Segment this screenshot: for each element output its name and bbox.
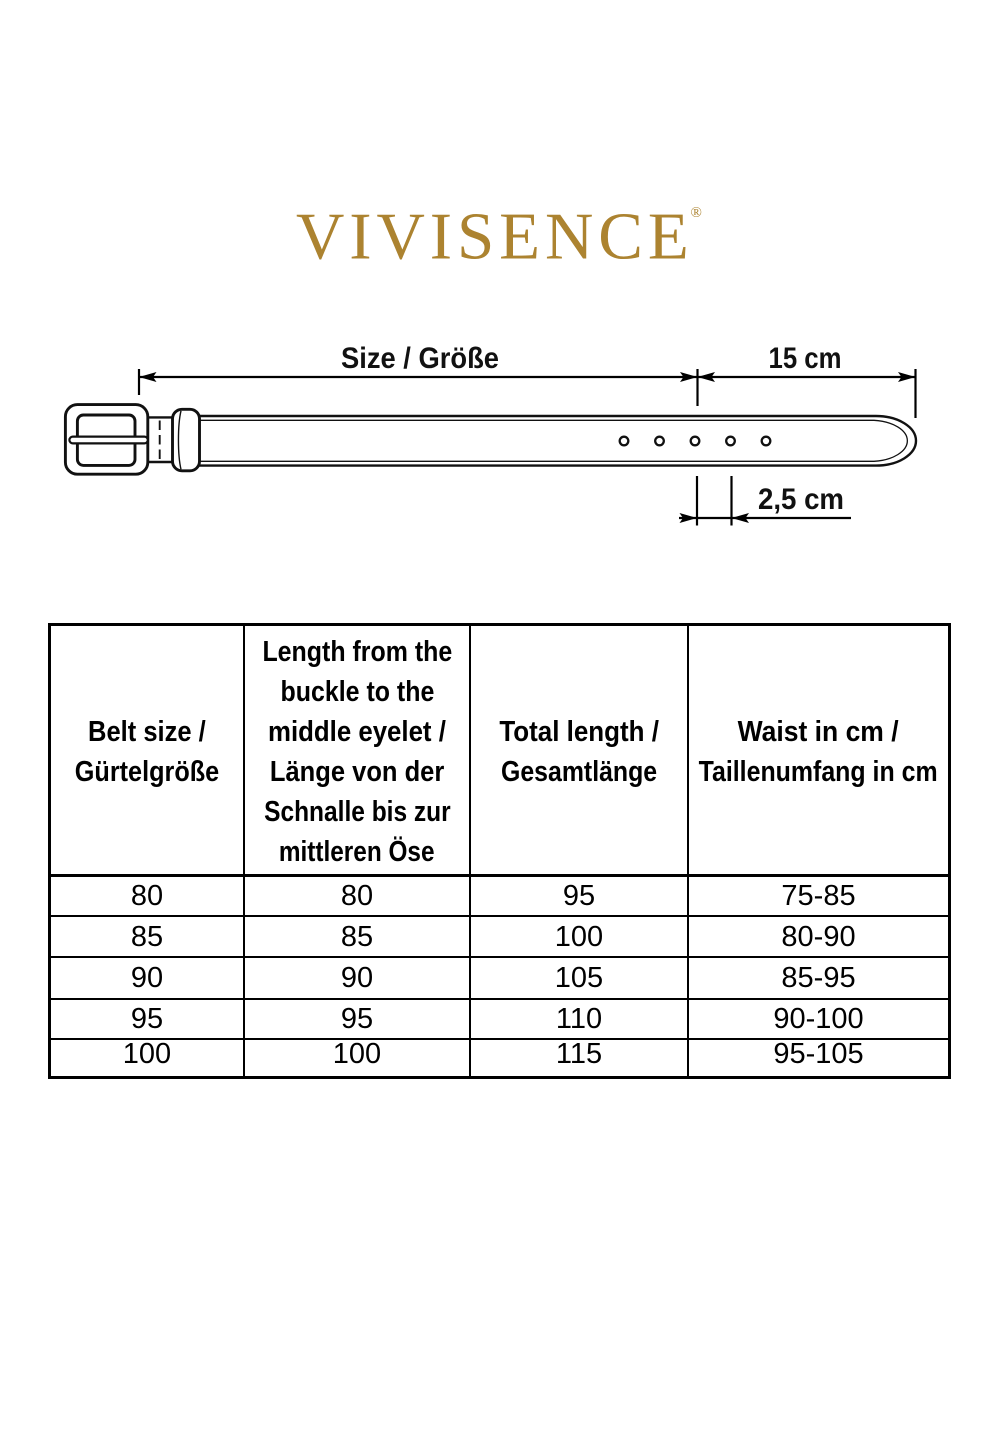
svg-text:2,5 cm: 2,5 cm — [758, 483, 844, 516]
svg-text:®: ® — [691, 205, 702, 221]
svg-text:VIVISENCE: VIVISENCE — [296, 200, 694, 274]
svg-text:Size / Größe: Size / Größe — [341, 342, 499, 375]
svg-text:15 cm: 15 cm — [769, 342, 842, 375]
